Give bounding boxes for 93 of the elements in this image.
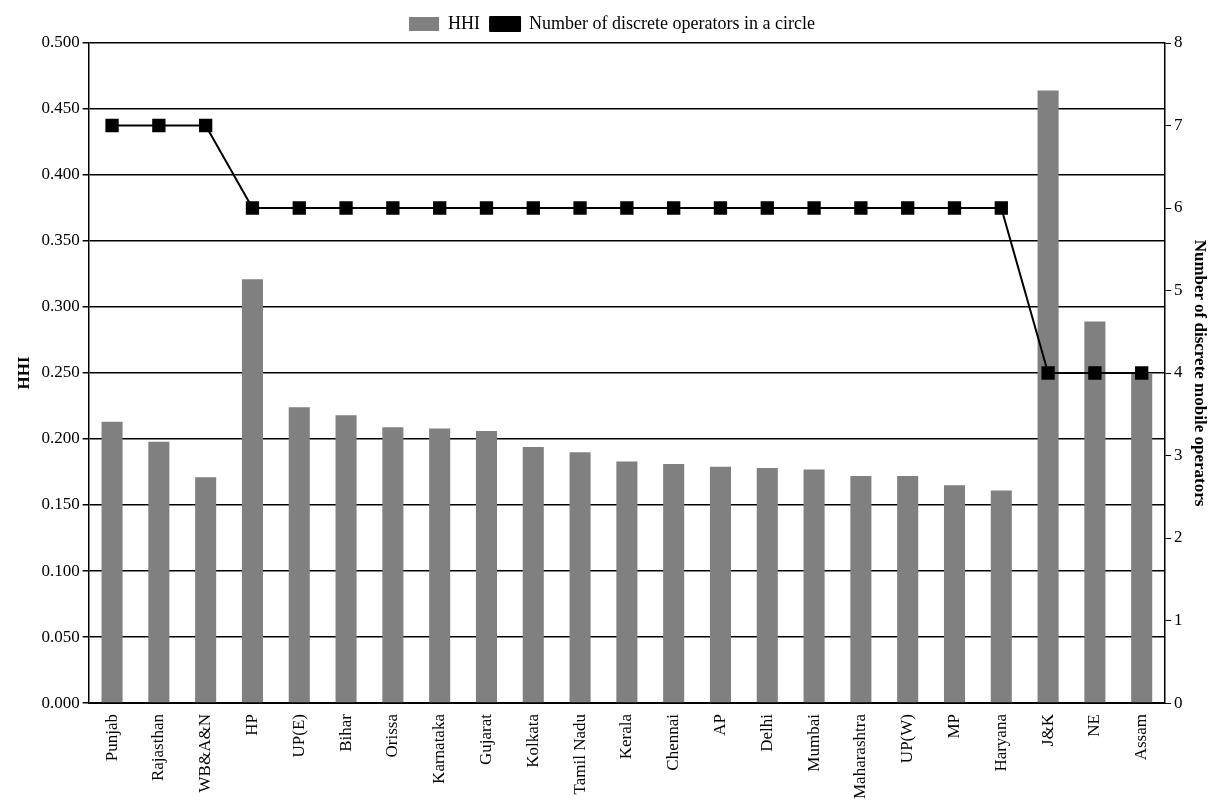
- point: [994, 201, 1008, 215]
- x-tick-label: Mumbai: [803, 713, 823, 772]
- y2-tick-label: 8: [1174, 32, 1183, 52]
- bar: [803, 469, 825, 703]
- point: [105, 118, 119, 133]
- point: [245, 201, 260, 215]
- x-tick-label: Haryana: [990, 713, 1010, 772]
- point: [526, 201, 540, 215]
- bar: [475, 431, 497, 703]
- x-tick-label: MP: [943, 714, 963, 739]
- x-tick-label: NE: [1084, 714, 1104, 737]
- bar: [288, 407, 310, 703]
- y2-tick-label: 3: [1174, 444, 1183, 464]
- x-tick-label: Maharashtra: [850, 713, 870, 800]
- point: [479, 201, 494, 215]
- point: [901, 201, 915, 215]
- bar: [522, 446, 544, 703]
- y-tick-label: 0.300: [41, 296, 80, 316]
- bar: [943, 485, 966, 703]
- y-tick-label: 0.000: [41, 692, 80, 712]
- point: [1135, 366, 1149, 380]
- x-tick-label: Chennai: [663, 713, 683, 771]
- x-tick-label: Kerala: [616, 713, 636, 760]
- x-tick-label: Bihar: [335, 713, 355, 752]
- y2-tick-label: 0: [1174, 692, 1183, 712]
- y2-tick-label: 4: [1174, 362, 1184, 382]
- x-tick-label: Tamil Nadu: [569, 713, 589, 795]
- point: [339, 201, 353, 215]
- point: [760, 201, 774, 215]
- bar: [1037, 90, 1059, 703]
- x-tick-label: Orissa: [382, 713, 402, 758]
- y2-tick-label: 7: [1174, 114, 1184, 134]
- point: [1041, 366, 1055, 380]
- y-tick-label: 0.400: [41, 164, 80, 184]
- point: [620, 201, 634, 215]
- bar: [709, 466, 732, 703]
- bar: [195, 477, 217, 703]
- point: [667, 201, 681, 215]
- y-tick-label: 0.350: [41, 230, 80, 250]
- x-tick-label: J&K: [1037, 713, 1057, 747]
- y-tick-label: 0.150: [41, 494, 80, 514]
- y-tick-label: 0.250: [41, 362, 80, 382]
- y-tick-label: 0.500: [41, 32, 80, 52]
- y2-tick-label: 5: [1174, 279, 1183, 299]
- x-tick-label: HP: [241, 714, 261, 736]
- point: [433, 201, 447, 215]
- point: [713, 201, 728, 215]
- y2-tick-label: 2: [1174, 527, 1183, 547]
- y-tick-label: 0.050: [41, 626, 80, 646]
- x-tick-label: WB&A&N: [195, 714, 215, 793]
- bar: [101, 421, 123, 703]
- legend-label: HHI: [448, 12, 481, 33]
- x-tick-label: Assam: [1131, 714, 1151, 761]
- y-tick-label: 0.100: [41, 560, 80, 580]
- y-tick-label: 0.200: [41, 428, 80, 448]
- y-axis-title: HHI: [13, 356, 33, 390]
- point: [152, 118, 166, 133]
- y-tick-label: 0.450: [41, 98, 80, 118]
- bar: [382, 427, 404, 703]
- point: [292, 201, 306, 215]
- x-tick-label: Delhi: [756, 713, 776, 752]
- bar: [429, 428, 451, 703]
- x-tick-label: AP: [709, 714, 729, 736]
- legend-label: Number of discrete operators in a circle: [529, 12, 815, 33]
- x-tick-label: Kolkata: [522, 713, 542, 768]
- point: [573, 201, 587, 215]
- bar: [1084, 321, 1106, 703]
- x-tick-label: Rajasthan: [148, 713, 168, 782]
- bar: [241, 279, 263, 703]
- bar: [756, 468, 778, 703]
- x-tick-label: Punjab: [101, 714, 121, 762]
- x-tick-label: Karnataka: [429, 713, 449, 784]
- bar: [148, 441, 170, 703]
- y2-tick-label: 6: [1174, 197, 1183, 217]
- bar: [616, 461, 638, 703]
- y2-tick-label: 1: [1174, 610, 1183, 630]
- x-tick-label: UP(E): [288, 714, 308, 758]
- bar: [663, 464, 685, 703]
- bar: [1131, 373, 1153, 703]
- bar: [335, 415, 357, 703]
- point: [854, 201, 868, 215]
- bar: [897, 475, 919, 703]
- y2-axis-title: Number of discrete mobile operators: [1191, 239, 1211, 507]
- point: [807, 201, 821, 215]
- point: [947, 201, 962, 215]
- x-tick-label: UP(W): [897, 714, 917, 764]
- point: [1088, 366, 1102, 380]
- bar: [850, 475, 872, 703]
- bar: [990, 490, 1012, 703]
- point: [199, 118, 213, 133]
- x-tick-label: Gujarat: [475, 713, 495, 766]
- bar: [569, 452, 591, 703]
- point: [386, 201, 400, 215]
